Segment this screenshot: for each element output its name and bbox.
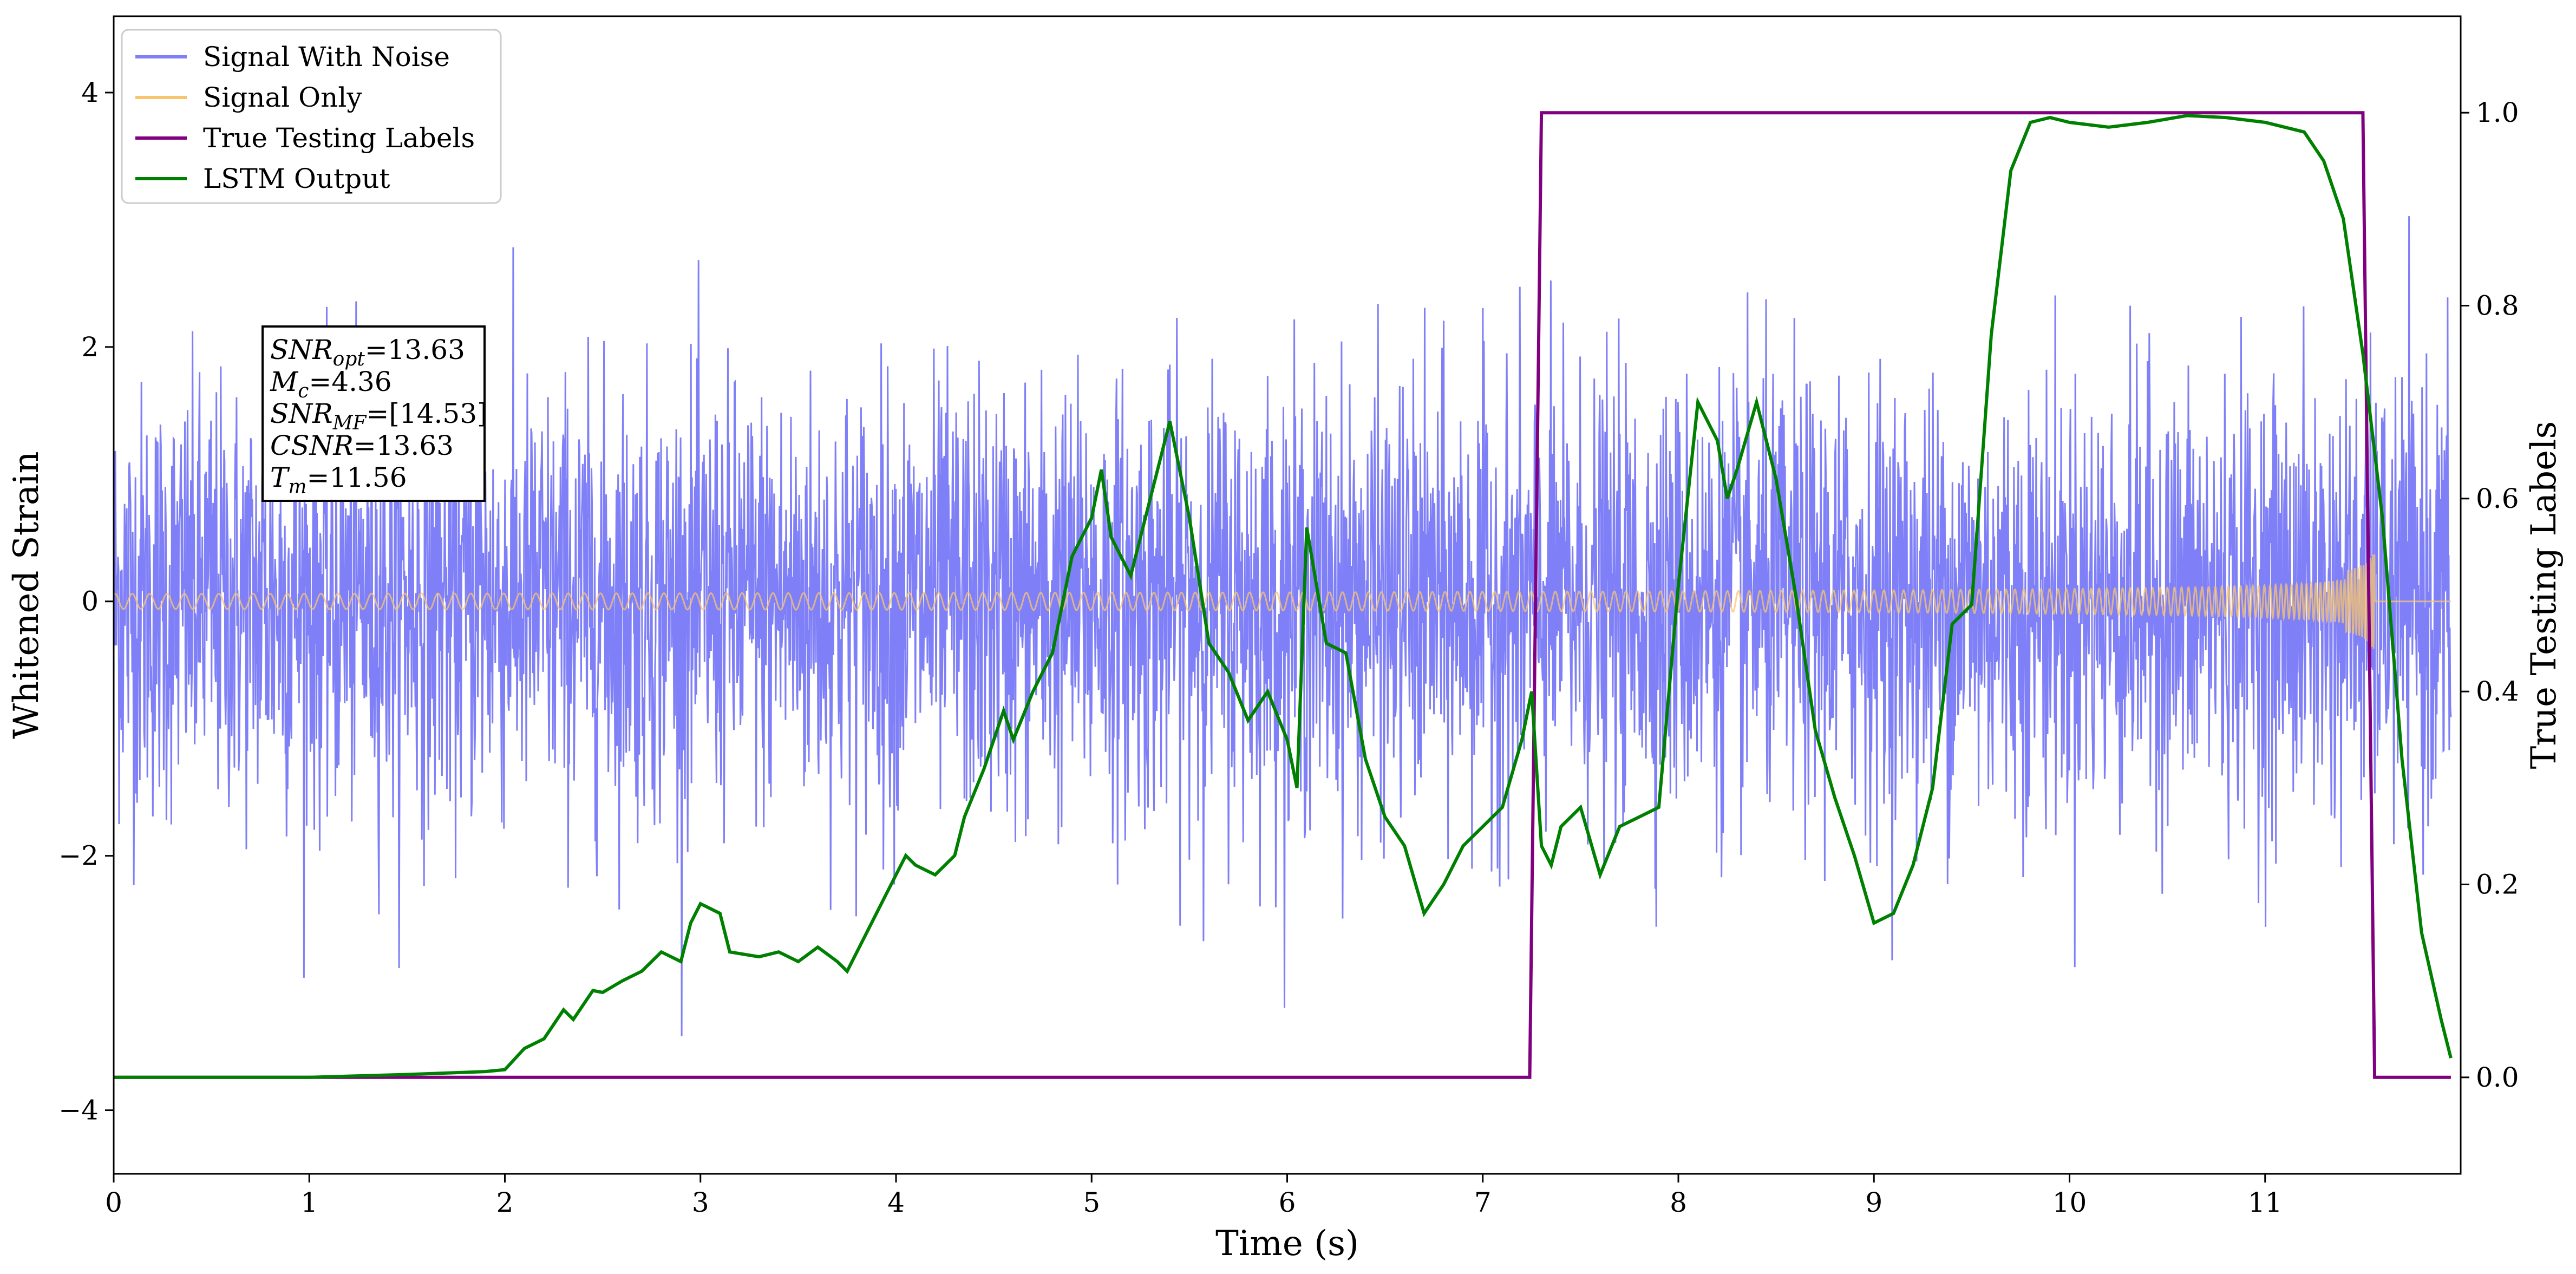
legend-label: Signal With Noise bbox=[203, 41, 450, 73]
x-tick-label: 10 bbox=[2052, 1187, 2087, 1218]
legend: Signal With Noise Signal Only True Testing… bbox=[121, 29, 502, 204]
y-axis-label: Whitened Strain bbox=[6, 451, 47, 739]
x-tick-label: 4 bbox=[887, 1187, 905, 1218]
true-testing-labels-series bbox=[114, 111, 2451, 1079]
signal-only-series bbox=[113, 554, 2451, 649]
lstm-output-line bbox=[114, 114, 2453, 1079]
annotation-line: SNRopt=13.63 bbox=[270, 334, 465, 370]
y-tick-label: 4 bbox=[81, 77, 99, 108]
y2-axis-label: True Testing Labels bbox=[2524, 421, 2564, 769]
y-tick-label: 2 bbox=[81, 331, 99, 363]
y2-tick-label: 1.0 bbox=[2476, 97, 2519, 128]
y2-tick-label: 0.4 bbox=[2476, 676, 2519, 707]
legend-label: True Testing Labels bbox=[203, 122, 475, 154]
annotation-line: Tm=11.56 bbox=[270, 462, 407, 498]
signal-only-line bbox=[113, 554, 2451, 649]
x-axis-label: Time (s) bbox=[1215, 1224, 1359, 1264]
annotation-line: Mc=4.36 bbox=[270, 366, 392, 402]
y2-tick-label: 0.0 bbox=[2476, 1062, 2519, 1093]
x-tick-label: 5 bbox=[1083, 1187, 1100, 1218]
legend-box bbox=[121, 29, 502, 204]
x-tick-label: 3 bbox=[692, 1187, 709, 1218]
annotation-line: SNRMF=[14.53] bbox=[270, 398, 488, 434]
legend-label: Signal Only bbox=[203, 82, 362, 113]
y2-tick-label: 0.2 bbox=[2476, 869, 2519, 900]
true-testing-labels-line bbox=[114, 111, 2451, 1079]
signal-with-noise-series bbox=[113, 216, 2452, 1036]
y-tick-label: −2 bbox=[58, 840, 99, 872]
annotation-frame bbox=[261, 325, 486, 502]
x-tick-label: 8 bbox=[1670, 1187, 1687, 1218]
x-tick-label: 7 bbox=[1474, 1187, 1492, 1218]
legend-label: LSTM Output bbox=[203, 163, 390, 194]
x-tick-label: 0 bbox=[105, 1187, 122, 1218]
x-tick-label: 9 bbox=[1865, 1187, 1882, 1218]
y-tick-label: −4 bbox=[58, 1095, 99, 1126]
y-tick-label: 0 bbox=[81, 586, 99, 617]
axis-ticks: 0 1 2 3 4 5 6 7 8 9 10 11 −4 −2 0 2 4 0.0 0.2 0.4 0.6 0.8 1.0 bbox=[58, 77, 2519, 1218]
annotation-line: CSNR=13.63 bbox=[270, 430, 454, 461]
y2-tick-label: 0.8 bbox=[2476, 290, 2519, 322]
signal-with-noise-line bbox=[113, 216, 2452, 1036]
x-tick-label: 2 bbox=[496, 1187, 514, 1218]
metrics-annotation-box: SNRopt=13.63Mc=4.36SNRMF=[14.53]CSNR=13.… bbox=[261, 325, 488, 502]
x-tick-label: 11 bbox=[2248, 1187, 2283, 1218]
lstm-output-series bbox=[114, 114, 2453, 1079]
x-tick-label: 6 bbox=[1279, 1187, 1296, 1218]
x-tick-label: 1 bbox=[300, 1187, 318, 1218]
y2-tick-label: 0.6 bbox=[2476, 483, 2519, 514]
